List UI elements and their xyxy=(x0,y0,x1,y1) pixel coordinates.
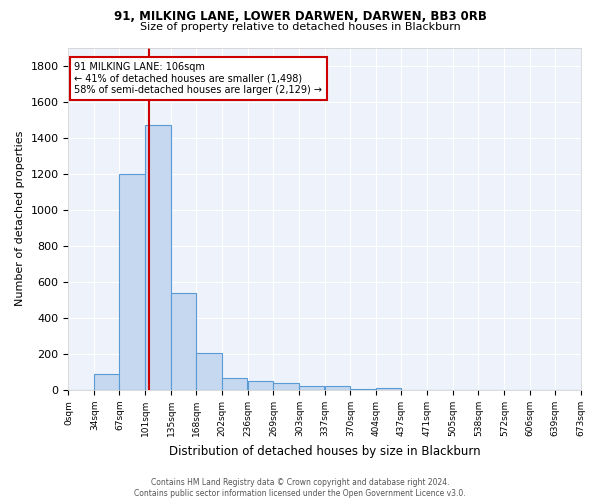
Y-axis label: Number of detached properties: Number of detached properties xyxy=(15,131,25,306)
Bar xyxy=(223,378,247,390)
Bar xyxy=(196,353,221,390)
Bar xyxy=(376,388,401,390)
Bar xyxy=(325,386,350,390)
Bar xyxy=(119,174,145,390)
Bar xyxy=(94,374,119,390)
Bar xyxy=(145,125,170,390)
Bar xyxy=(171,292,196,390)
Text: 91 MILKING LANE: 106sqm
← 41% of detached houses are smaller (1,498)
58% of semi: 91 MILKING LANE: 106sqm ← 41% of detache… xyxy=(74,62,322,95)
Bar xyxy=(274,383,299,390)
Bar xyxy=(248,381,274,390)
Bar xyxy=(350,389,376,390)
Text: 91, MILKING LANE, LOWER DARWEN, DARWEN, BB3 0RB: 91, MILKING LANE, LOWER DARWEN, DARWEN, … xyxy=(113,10,487,23)
Text: Size of property relative to detached houses in Blackburn: Size of property relative to detached ho… xyxy=(140,22,460,32)
Bar xyxy=(299,386,325,390)
X-axis label: Distribution of detached houses by size in Blackburn: Distribution of detached houses by size … xyxy=(169,444,480,458)
Text: Contains HM Land Registry data © Crown copyright and database right 2024.
Contai: Contains HM Land Registry data © Crown c… xyxy=(134,478,466,498)
